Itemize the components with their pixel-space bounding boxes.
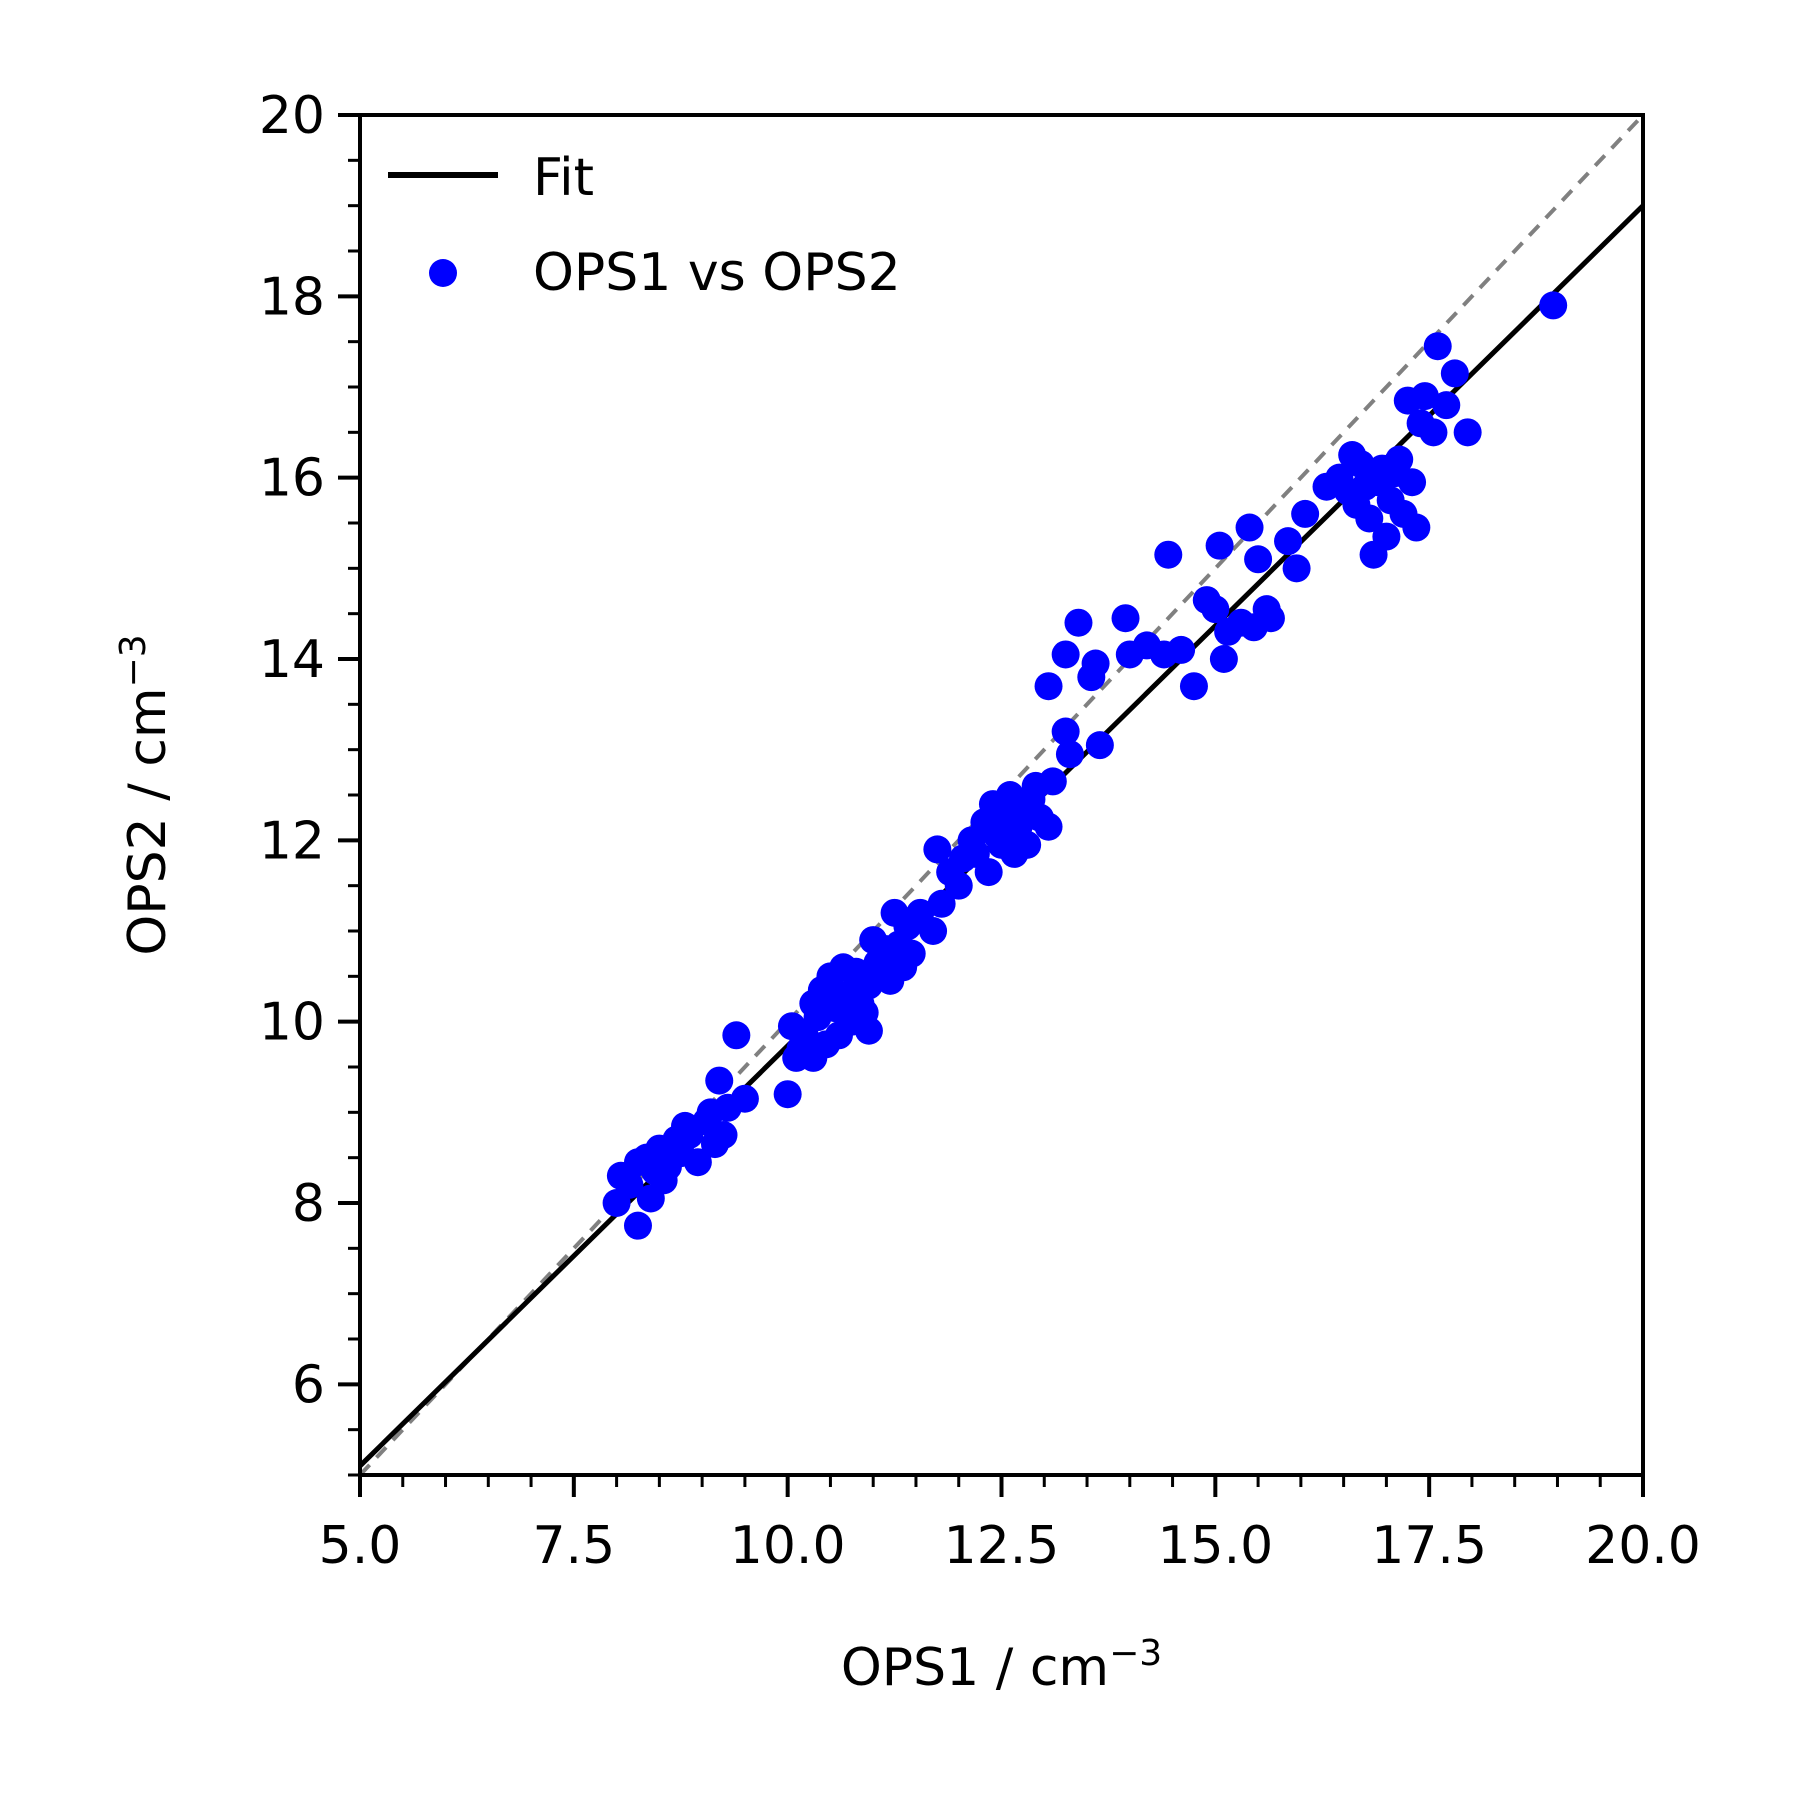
y-tick-label: 8 <box>292 1174 325 1234</box>
data-point <box>1201 595 1230 624</box>
data-point <box>1244 545 1273 574</box>
data-point <box>919 917 948 945</box>
y-tick-label: 14 <box>259 630 325 690</box>
y-tick-label: 20 <box>259 86 325 146</box>
data-point <box>944 871 973 900</box>
data-point <box>1111 604 1140 633</box>
x-tick-label: 10.0 <box>730 1516 846 1576</box>
data-point <box>683 1148 712 1177</box>
data-point <box>1179 672 1208 701</box>
data-point <box>974 858 1003 887</box>
data-point <box>1291 499 1320 528</box>
data-point <box>1256 604 1285 633</box>
data-point <box>1013 830 1042 859</box>
data-point <box>623 1211 652 1240</box>
data-point <box>897 939 926 968</box>
plot-area <box>360 115 1643 1475</box>
data-point <box>1038 767 1067 796</box>
x-tick-label: 12.5 <box>944 1516 1060 1576</box>
data-point <box>730 1084 759 1113</box>
data-point <box>709 1121 738 1149</box>
data-point <box>1440 359 1469 388</box>
data-point <box>927 889 956 918</box>
legend-scatter-label: OPS1 vs OPS2 <box>533 243 901 303</box>
data-point <box>1402 513 1431 542</box>
x-axis-label: OPS1 / cm−3 <box>841 1633 1162 1698</box>
y-tick-label: 18 <box>259 267 325 327</box>
y-tick-label: 10 <box>259 993 325 1053</box>
data-point <box>773 1080 802 1109</box>
data-point <box>1385 445 1414 474</box>
data-point <box>1235 513 1264 542</box>
data-point <box>1410 382 1439 411</box>
data-point <box>1055 740 1084 769</box>
x-axis: 5.0 7.5 10.0 12.5 15.0 17.5 20.0 <box>319 1475 1701 1576</box>
data-point <box>705 1066 734 1095</box>
data-point <box>722 1021 751 1050</box>
data-point <box>1346 450 1375 479</box>
y-tick-label: 12 <box>259 811 325 871</box>
data-point <box>1282 554 1311 583</box>
y-tick-label: 6 <box>292 1355 325 1415</box>
data-point <box>1051 640 1080 669</box>
data-point <box>1081 649 1110 678</box>
data-point <box>1085 731 1114 760</box>
data-point <box>1154 540 1183 569</box>
data-point <box>1034 812 1063 841</box>
data-point <box>1372 522 1401 551</box>
legend-scatter-swatch <box>429 259 457 287</box>
x-tick-label: 15.0 <box>1157 1516 1273 1576</box>
data-point <box>1453 418 1482 447</box>
data-point <box>615 1170 644 1199</box>
legend-fit-label: Fit <box>533 148 594 208</box>
x-tick-label: 17.5 <box>1371 1516 1487 1576</box>
data-point <box>1419 418 1448 447</box>
data-point <box>1064 608 1093 637</box>
x-tick-label: 5.0 <box>319 1516 402 1576</box>
y-tick-label: 16 <box>259 449 325 509</box>
y-axis-label: OPS2 / cm−3 <box>113 634 178 955</box>
data-point <box>1209 645 1238 673</box>
data-point <box>923 835 952 864</box>
data-point <box>1423 332 1452 361</box>
data-point <box>1034 672 1063 701</box>
data-point <box>1539 291 1568 320</box>
data-point <box>854 1016 883 1045</box>
data-point <box>1398 468 1427 497</box>
y-axis: 6 8 10 12 14 16 18 20 <box>259 86 360 1477</box>
data-point <box>1432 391 1461 420</box>
x-tick-label: 7.5 <box>532 1516 615 1576</box>
data-point <box>1205 531 1234 560</box>
data-point <box>1167 635 1196 664</box>
x-tick-label: 20.0 <box>1585 1516 1701 1576</box>
legend: Fit OPS1 vs OPS2 <box>388 148 901 303</box>
scatter-series <box>602 291 1568 1240</box>
data-point <box>1355 504 1384 533</box>
data-point <box>1274 527 1303 556</box>
data-point <box>1051 717 1080 746</box>
